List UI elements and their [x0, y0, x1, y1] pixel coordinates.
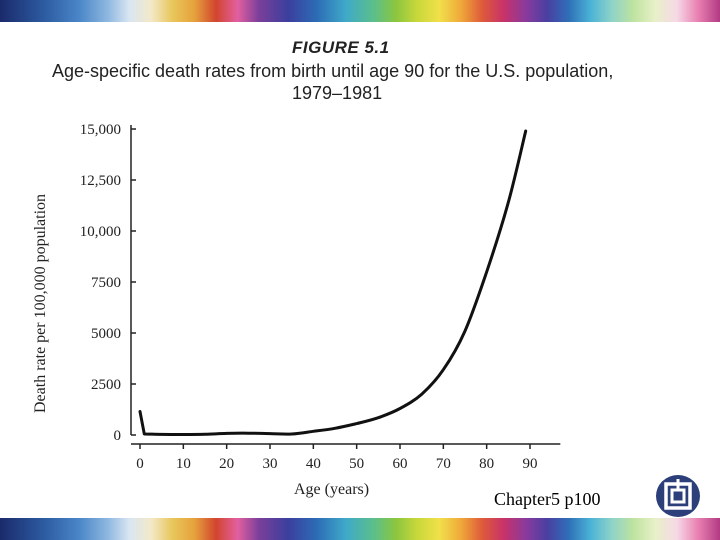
x-tick-label: 70	[436, 456, 451, 472]
top-decorative-stripe	[0, 0, 720, 22]
chart-title-line1: Age-specific death rates from birth unti…	[52, 61, 614, 81]
x-tick-label: 60	[393, 456, 408, 472]
y-axis: 0 2500 5000 7500 10,000 12,500 15,000	[80, 122, 136, 444]
x-tick-label: 20	[219, 456, 234, 472]
death-rate-line	[138, 129, 528, 436]
chart-title: Age-specific death rates from birth unti…	[52, 60, 652, 104]
x-tick-label: 40	[306, 456, 321, 472]
chart-title-line2: 1979–1981	[292, 83, 383, 103]
y-tick-label: 7500	[91, 275, 121, 291]
y-tick-label: 12,500	[80, 173, 121, 189]
x-tick-label: 0	[136, 456, 144, 472]
y-tick-label: 0	[114, 428, 122, 444]
y-tick-label: 10,000	[80, 224, 121, 240]
x-tick-label: 50	[349, 456, 364, 472]
x-tick-label: 80	[479, 456, 494, 472]
x-tick-label: 30	[263, 456, 278, 472]
figure-label: FIGURE 5.1	[292, 38, 390, 57]
x-axis-label: Age (years)	[294, 481, 370, 498]
chapter-caption: Chapter5 p100	[494, 489, 601, 509]
x-tick-label: 90	[523, 456, 538, 472]
bottom-decorative-stripe	[0, 518, 720, 540]
university-logo-icon	[656, 475, 700, 517]
y-tick-label: 15,000	[80, 122, 121, 138]
y-tick-label: 5000	[91, 326, 121, 342]
y-tick-label: 2500	[91, 377, 121, 393]
x-axis: 0 10 20 30 40 50 60 70 80 90	[131, 443, 561, 472]
x-tick-label: 10	[176, 456, 191, 472]
